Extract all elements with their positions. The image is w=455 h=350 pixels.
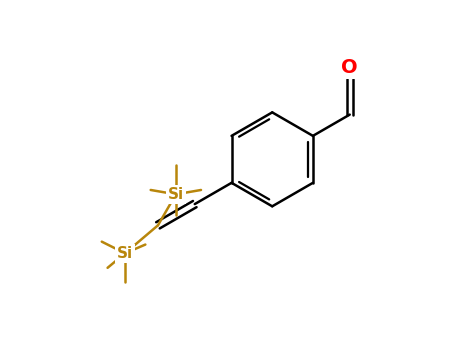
Text: Si: Si [117, 246, 133, 261]
Text: Si: Si [168, 187, 184, 202]
Text: O: O [341, 58, 358, 77]
